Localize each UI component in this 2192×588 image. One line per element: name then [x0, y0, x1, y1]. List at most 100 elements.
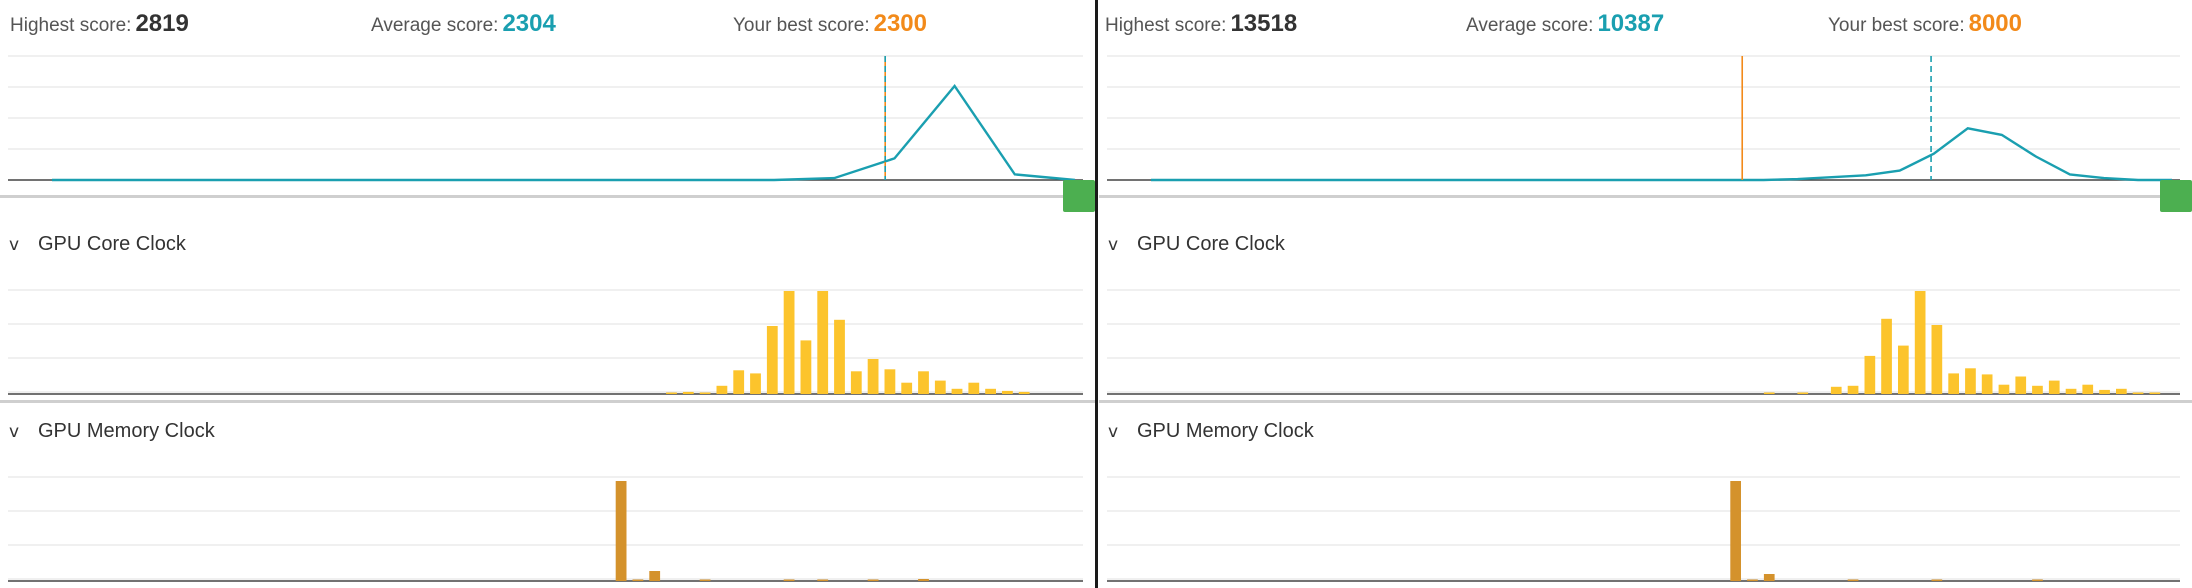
- best-score: Your best score: 2300: [733, 10, 927, 38]
- histogram-bar: [1847, 385, 1859, 394]
- collapse-chevron-icon[interactable]: v: [1108, 422, 1119, 442]
- histogram-bar: [2015, 376, 2027, 394]
- section-title: GPU Memory Clock: [38, 420, 215, 442]
- histogram-bar: [2132, 392, 2144, 394]
- histogram-bar: [850, 371, 862, 394]
- histogram-bar: [817, 579, 829, 581]
- gpu-memory-clock-header[interactable]: v GPU Memory Clock: [0, 415, 1095, 449]
- range-slider-handle[interactable]: [1063, 180, 1095, 212]
- histogram-bar: [699, 579, 711, 581]
- section-title: GPU Core Clock: [38, 233, 186, 255]
- chart-shelf: [1099, 195, 2192, 198]
- average-score-value: 2304: [502, 10, 556, 37]
- score-summary: Highest score: 2819 Average score: 2304 Yo…: [0, 0, 1095, 48]
- histogram-bar: [817, 291, 829, 394]
- histogram-bar: [615, 481, 627, 581]
- histogram-bar: [867, 579, 879, 581]
- section-title: GPU Core Clock: [1137, 233, 1285, 255]
- histogram-bar: [2149, 392, 2161, 394]
- histogram-bar: [1881, 318, 1892, 394]
- histogram-bar: [934, 380, 946, 394]
- highest-score-label: Highest score:: [1105, 15, 1227, 36]
- average-score-label: Average score:: [371, 15, 499, 36]
- histogram-bar: [1898, 345, 1909, 394]
- histogram-bar: [1931, 325, 1943, 394]
- histogram-bar: [968, 382, 980, 394]
- best-score-value: 8000: [1968, 10, 2022, 37]
- distribution-line: [52, 84, 1076, 182]
- best-score-label: Your best score:: [1828, 15, 1965, 36]
- histogram-bar: [682, 391, 694, 394]
- histogram-bar: [632, 579, 644, 581]
- histogram-bar: [985, 388, 996, 394]
- highest-score: Highest score: 2819: [10, 10, 189, 38]
- gpu-core-clock-header[interactable]: v GPU Core Clock: [0, 228, 1095, 262]
- histogram-bar: [1847, 579, 1859, 581]
- histogram-bar: [901, 382, 913, 394]
- chart-shelf: [0, 195, 1095, 198]
- histogram-bar: [951, 388, 963, 394]
- gpu-memory-clock-histogram: [1107, 476, 2180, 582]
- gpu-core-clock-histogram: [0, 289, 1095, 403]
- histogram-bar: [2065, 388, 2077, 394]
- histogram-bar: [783, 579, 795, 581]
- histogram-bar: [1830, 386, 1842, 394]
- average-score-label: Average score:: [1466, 15, 1594, 36]
- histogram-bar: [733, 370, 745, 394]
- histogram-bar: [1965, 368, 1976, 395]
- average-score: Average score: 2304: [371, 10, 556, 38]
- average-score: Average score: 10387: [1466, 10, 1664, 38]
- histogram-bar: [1981, 374, 1993, 394]
- histogram-bar: [2048, 380, 2060, 394]
- range-slider-handle[interactable]: [2160, 180, 2192, 212]
- average-score-value: 10387: [1597, 10, 1665, 37]
- histogram-bar: [834, 319, 845, 394]
- collapse-chevron-icon[interactable]: v: [1108, 235, 1119, 255]
- histogram-bar: [699, 392, 711, 394]
- histogram-bar: [1002, 390, 1013, 394]
- histogram-bar: [1914, 291, 1926, 394]
- distribution-line: [1151, 127, 2172, 182]
- gpu-memory-clock-header[interactable]: v GPU Memory Clock: [1099, 415, 2192, 449]
- histogram-bar: [783, 291, 795, 394]
- panel-divider: [1095, 0, 1098, 588]
- highest-score: Highest score: 13518: [1105, 10, 1297, 38]
- histogram-bar: [716, 385, 728, 394]
- gpu-core-clock-header[interactable]: v GPU Core Clock: [1099, 228, 2192, 262]
- chart-shelf: [0, 400, 1095, 403]
- best-score-value: 2300: [873, 10, 927, 37]
- histogram-bar: [1864, 355, 1876, 394]
- benchmark-panel-right: Highest score: 13518 Average score: 10387 …: [1099, 0, 2192, 588]
- histogram-bar: [918, 579, 929, 581]
- histogram-bar: [884, 369, 896, 394]
- benchmark-panel-left: Highest score: 2819 Average score: 2304 Yo…: [0, 0, 1095, 588]
- collapse-chevron-icon[interactable]: v: [9, 422, 20, 442]
- histogram-bar: [766, 326, 778, 394]
- highest-score-value: 13518: [1230, 10, 1298, 37]
- section-title: GPU Memory Clock: [1137, 420, 1314, 442]
- gpu-core-clock-histogram: [1099, 289, 2192, 403]
- histogram-bar: [918, 371, 929, 394]
- histogram-bar: [666, 392, 677, 394]
- histogram-bar: [649, 571, 661, 581]
- histogram-bar: [2099, 389, 2110, 394]
- histogram-bar: [2116, 388, 2127, 394]
- histogram-bar: [1998, 384, 2010, 394]
- histogram-bar: [2032, 385, 2043, 394]
- histogram-bar: [750, 373, 761, 394]
- best-score-label: Your best score:: [733, 15, 870, 36]
- histogram-bar: [1018, 391, 1030, 394]
- best-score: Your best score: 8000: [1828, 10, 2022, 38]
- highest-score-label: Highest score:: [10, 15, 132, 36]
- histogram-bar: [1763, 574, 1775, 581]
- gpu-memory-clock-histogram: [8, 476, 1083, 582]
- score-distribution-chart: [0, 55, 1095, 198]
- histogram-bar: [1763, 392, 1775, 394]
- histogram-bar: [1730, 481, 1741, 581]
- histogram-bar: [1931, 579, 1943, 581]
- score-summary: Highest score: 13518 Average score: 10387 …: [1099, 0, 2192, 48]
- histogram-bar: [867, 359, 879, 394]
- collapse-chevron-icon[interactable]: v: [9, 235, 20, 255]
- histogram-bar: [2082, 384, 2094, 394]
- histogram-bar: [2032, 579, 2043, 581]
